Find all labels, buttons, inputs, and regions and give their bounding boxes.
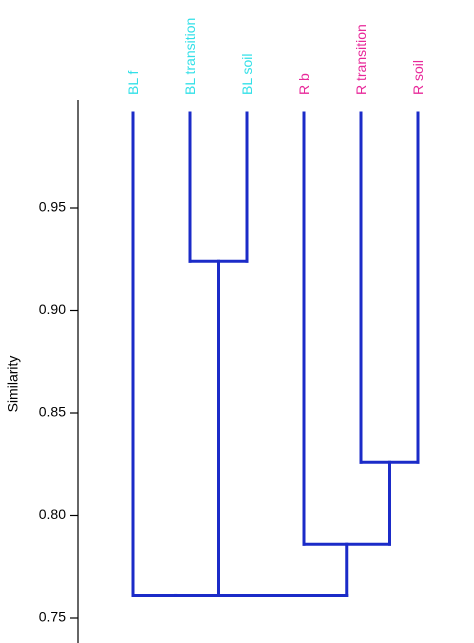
y-tick-label: 0.80 xyxy=(39,506,66,522)
y-tick-label: 0.90 xyxy=(39,301,66,317)
leaf-label: BL f xyxy=(125,71,141,95)
leaf-label: R soil xyxy=(410,60,426,95)
y-tick-label: 0.85 xyxy=(39,404,66,420)
leaf-label: R transition xyxy=(353,24,369,95)
y-tick-label: 0.95 xyxy=(39,199,66,215)
y-tick-label: 0.75 xyxy=(39,609,66,625)
leaf-label: BL transition xyxy=(182,18,198,95)
leaf-label: BL soil xyxy=(239,53,255,95)
y-axis-title: Similarity xyxy=(5,356,21,413)
leaf-label: R b xyxy=(296,73,312,95)
leaf-labels: BL f BL transition BL soil R b R transition R… xyxy=(125,18,426,95)
branches xyxy=(131,111,420,597)
y-axis: 0.75 0.80 0.85 0.90 0.95 xyxy=(39,100,79,643)
